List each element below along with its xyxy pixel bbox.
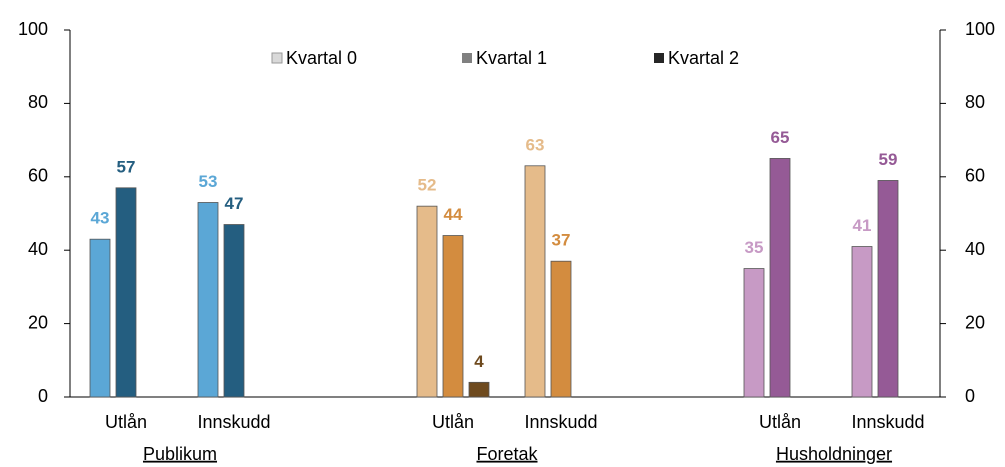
data-label: 52 <box>418 176 437 195</box>
group-label: Foretak <box>476 444 538 464</box>
data-label: 47 <box>225 194 244 213</box>
bar <box>877 180 899 398</box>
data-label: 41 <box>853 216 872 235</box>
bar <box>743 268 765 398</box>
x-tick-label: Utlån <box>432 412 474 432</box>
y2-tick-label: 40 <box>965 239 985 259</box>
data-label: 37 <box>552 231 571 250</box>
bar <box>524 165 546 398</box>
bar <box>769 158 791 398</box>
data-label: 63 <box>526 135 545 154</box>
y2-tick-label: 60 <box>965 166 985 186</box>
bar <box>197 202 219 398</box>
bar <box>442 235 464 398</box>
y2-tick-label: 0 <box>965 386 975 406</box>
x-tick-label: Innskudd <box>524 412 597 432</box>
legend-label: Kvartal 1 <box>476 48 547 68</box>
y-tick-label: 60 <box>28 166 48 186</box>
bar <box>89 238 111 398</box>
group-label: Husholdninger <box>776 444 892 464</box>
x-tick-label: Innskudd <box>197 412 270 432</box>
y-tick-label: 100 <box>18 19 48 39</box>
x-tick-label: Innskudd <box>851 412 924 432</box>
data-label: 35 <box>745 238 764 257</box>
data-label: 65 <box>771 128 790 147</box>
y2-tick-label: 20 <box>965 312 985 332</box>
data-label: 59 <box>879 150 898 169</box>
bar <box>416 205 438 398</box>
data-label: 43 <box>91 209 110 228</box>
y-tick-label: 0 <box>38 386 48 406</box>
y2-tick-label: 100 <box>965 19 995 39</box>
legend-swatch <box>462 53 472 63</box>
y2-tick-label: 80 <box>965 92 985 112</box>
bar <box>550 260 572 398</box>
y-tick-label: 80 <box>28 92 48 112</box>
x-tick-label: Utlån <box>759 412 801 432</box>
data-label: 57 <box>117 157 136 176</box>
bar <box>851 246 873 398</box>
bar <box>115 187 137 398</box>
y-tick-label: 40 <box>28 239 48 259</box>
legend-label: Kvartal 0 <box>286 48 357 68</box>
data-label: 4 <box>474 352 484 371</box>
y-tick-label: 20 <box>28 312 48 332</box>
group-label: Publikum <box>143 444 217 464</box>
x-tick-label: Utlån <box>105 412 147 432</box>
legend-label: Kvartal 2 <box>668 48 739 68</box>
bar <box>468 381 490 398</box>
bar <box>223 224 245 398</box>
legend-swatch <box>271 52 283 64</box>
data-label: 53 <box>199 172 218 191</box>
legend-swatch <box>654 53 664 63</box>
data-label: 44 <box>444 205 463 224</box>
